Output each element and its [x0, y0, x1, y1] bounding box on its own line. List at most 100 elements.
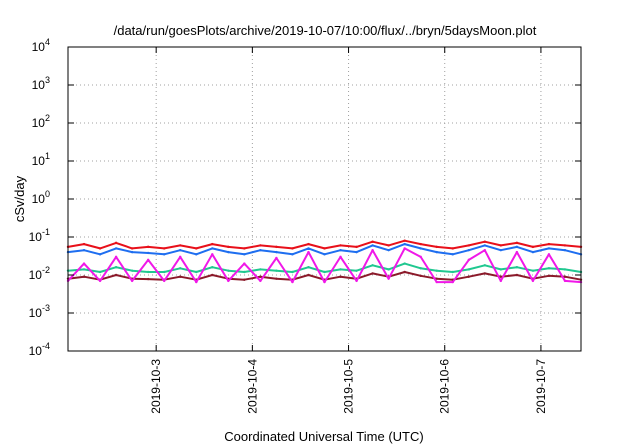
- series-point: [339, 268, 342, 271]
- series-point: [499, 244, 503, 247]
- y-tick-exponent: -2: [42, 265, 50, 275]
- series-point: [211, 242, 214, 246]
- series-point: [403, 247, 406, 250]
- series-point: [307, 250, 310, 254]
- series-point: [275, 269, 278, 272]
- y-tick-exponent: -1: [42, 227, 50, 237]
- series-point: [483, 248, 487, 252]
- series-point: [563, 244, 567, 247]
- series-point: [563, 279, 567, 283]
- series-point: [307, 242, 310, 246]
- series-point: [291, 270, 294, 274]
- series-point: [451, 280, 454, 284]
- series-point: [146, 277, 150, 281]
- y-tick-base: 10: [29, 268, 43, 282]
- series-point: [259, 244, 262, 247]
- series-point: [403, 239, 406, 242]
- series-point: [419, 255, 422, 259]
- series-point: [339, 248, 342, 252]
- series-point: [227, 269, 230, 272]
- series-point: [467, 268, 470, 271]
- series-point: [211, 253, 214, 256]
- x-tick-label: 2019-10-4: [245, 359, 259, 414]
- series-point: [98, 247, 102, 250]
- x-tick-label: 2019-10-3: [149, 359, 163, 414]
- series-point: [531, 279, 535, 283]
- series-point: [403, 270, 406, 274]
- series-point: [531, 269, 535, 272]
- chart-title: /data/run/goesPlots/archive/2019-10-07/1…: [114, 23, 537, 38]
- series-point: [515, 273, 519, 277]
- series-point: [82, 262, 86, 265]
- series-point: [259, 248, 262, 252]
- series-point: [483, 244, 487, 247]
- series-point: [531, 250, 535, 254]
- series-point: [387, 268, 390, 271]
- series-point: [435, 250, 438, 254]
- y-tick-exponent: -4: [42, 341, 50, 351]
- series-point: [515, 245, 519, 249]
- y-tick-label: 103: [32, 75, 50, 92]
- y-tick-exponent: -3: [42, 303, 50, 313]
- series-point: [451, 253, 454, 256]
- series-point: [162, 253, 166, 256]
- y-tick-label: 104: [32, 37, 50, 54]
- series-point: [146, 270, 150, 274]
- y-tick-label: 10-3: [29, 303, 50, 320]
- series-point: [130, 247, 134, 250]
- series-point: [227, 250, 230, 254]
- series-point: [435, 269, 438, 272]
- series-point: [323, 247, 326, 250]
- series-point: [355, 245, 358, 249]
- series-point: [355, 279, 358, 283]
- series-point: [563, 248, 567, 252]
- series-point: [275, 277, 278, 280]
- series-point: [499, 275, 503, 278]
- series-point: [98, 279, 102, 283]
- series-point: [499, 248, 503, 252]
- series-point: [563, 268, 567, 271]
- series-point: [82, 275, 86, 278]
- series-point: [179, 244, 182, 247]
- series-point: [275, 256, 278, 260]
- series-point: [483, 264, 487, 267]
- series-point: [227, 245, 230, 249]
- y-tick-exponent: 4: [45, 37, 50, 47]
- series-point: [419, 242, 422, 246]
- series-point: [243, 262, 246, 265]
- series-point: [403, 262, 406, 265]
- series-point: [339, 275, 342, 278]
- series-point: [211, 273, 214, 277]
- series-point: [259, 279, 262, 283]
- y-axis-title: cSv/day: [12, 175, 27, 222]
- series-point: [371, 272, 374, 275]
- series-point: [483, 240, 487, 243]
- x-tick-label: 2019-10-5: [342, 359, 356, 414]
- y-tick-base: 10: [29, 230, 43, 244]
- series-point: [195, 270, 198, 274]
- series-point: [211, 247, 214, 250]
- series-point: [243, 247, 246, 250]
- series-point: [98, 270, 102, 274]
- series-point: [82, 268, 86, 271]
- series-point: [243, 270, 246, 274]
- y-tick-exponent: 0: [45, 189, 50, 199]
- series-point: [179, 267, 182, 270]
- series-point: [211, 266, 214, 269]
- y-tick-base: 10: [32, 78, 46, 92]
- grid-layer: [68, 47, 581, 351]
- series-point: [323, 253, 326, 256]
- y-tick-label: 102: [32, 113, 50, 130]
- series-point: [323, 270, 326, 274]
- series-point: [162, 279, 166, 283]
- x-tick-label: 2019-10-7: [534, 359, 548, 414]
- y-tick-exponent: 2: [45, 113, 50, 123]
- y-tick-label: 100: [32, 189, 50, 206]
- series-point: [467, 248, 470, 252]
- series-point: [259, 275, 262, 278]
- series-point: [467, 244, 470, 247]
- series-point: [130, 269, 134, 272]
- series-point: [275, 250, 278, 254]
